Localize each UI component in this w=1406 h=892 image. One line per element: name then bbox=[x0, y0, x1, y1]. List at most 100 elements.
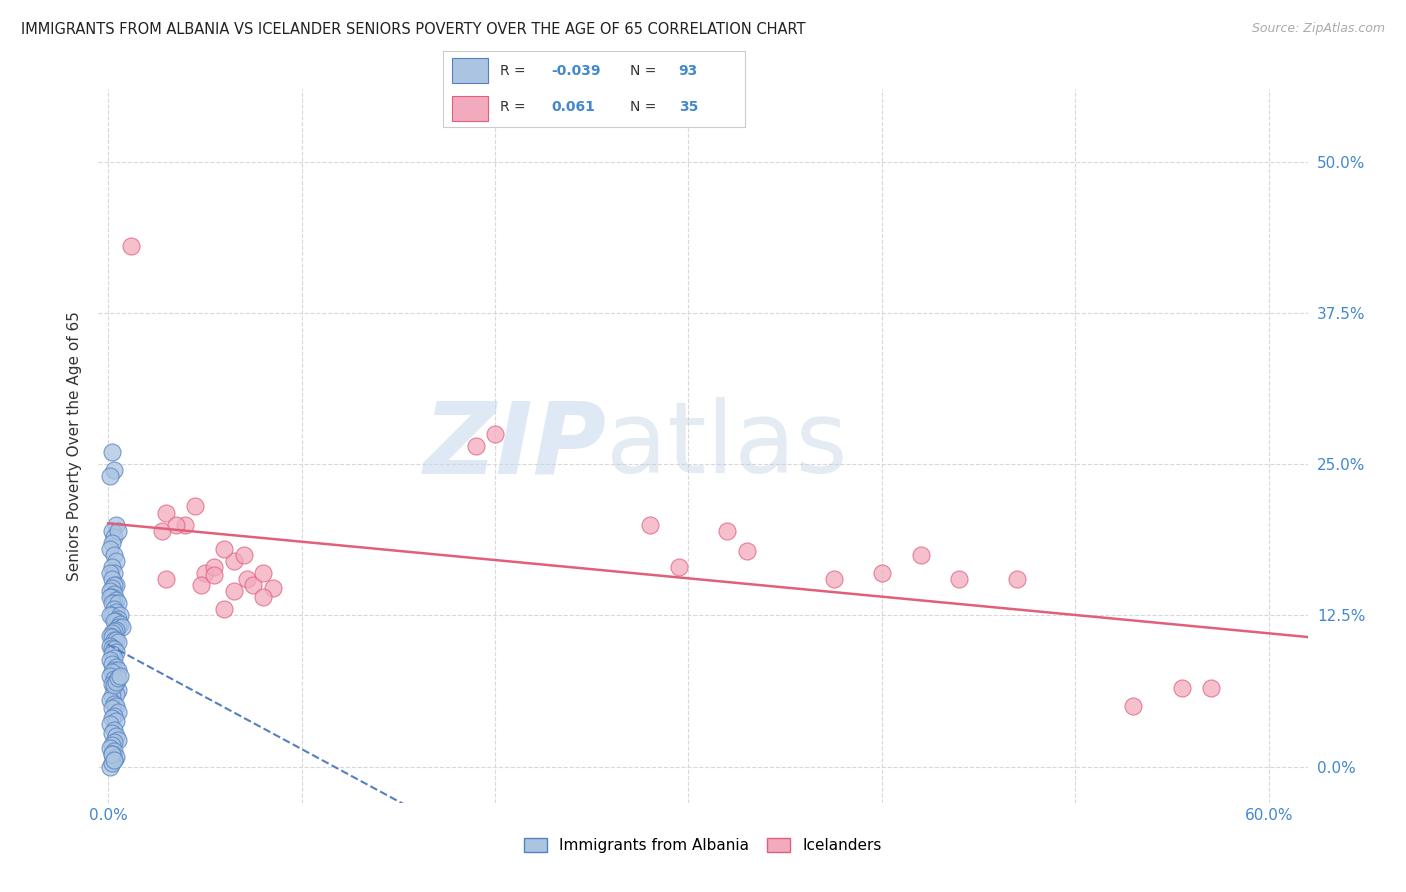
Point bbox=[716, 524, 738, 538]
Point bbox=[232, 548, 254, 562]
Point bbox=[101, 560, 124, 574]
Point bbox=[101, 535, 124, 549]
Point bbox=[155, 506, 177, 520]
Point bbox=[103, 596, 125, 610]
Point bbox=[236, 572, 259, 586]
Text: N =: N = bbox=[630, 100, 657, 114]
Point bbox=[107, 524, 129, 538]
Point bbox=[252, 566, 274, 580]
Point bbox=[107, 620, 129, 634]
Point bbox=[1199, 681, 1222, 695]
Point bbox=[262, 581, 284, 595]
Point bbox=[910, 548, 932, 562]
Point bbox=[107, 683, 129, 698]
Point bbox=[104, 687, 127, 701]
Text: 35: 35 bbox=[679, 100, 697, 114]
Point bbox=[103, 624, 125, 638]
Point bbox=[222, 584, 245, 599]
Point bbox=[103, 754, 125, 768]
Point bbox=[484, 426, 506, 441]
Point bbox=[104, 623, 127, 637]
Point bbox=[823, 572, 845, 586]
Point bbox=[101, 747, 124, 762]
Point bbox=[103, 681, 125, 695]
Point bbox=[948, 572, 970, 586]
Point bbox=[98, 584, 121, 599]
Point bbox=[98, 741, 121, 756]
Point bbox=[104, 674, 127, 689]
Point bbox=[1171, 681, 1194, 695]
Text: atlas: atlas bbox=[606, 398, 848, 494]
Point bbox=[98, 541, 121, 556]
Point bbox=[103, 615, 125, 629]
Point bbox=[98, 566, 121, 580]
Point bbox=[184, 500, 207, 514]
Point bbox=[104, 592, 127, 607]
Point bbox=[108, 608, 131, 623]
Point bbox=[107, 596, 129, 610]
Point bbox=[107, 705, 129, 719]
Point bbox=[101, 657, 124, 671]
Point bbox=[252, 590, 274, 604]
Point bbox=[101, 701, 124, 715]
Point bbox=[101, 524, 124, 538]
Point bbox=[1122, 699, 1144, 714]
Point bbox=[104, 615, 127, 629]
Point bbox=[98, 608, 121, 623]
Point bbox=[638, 517, 661, 532]
FancyBboxPatch shape bbox=[451, 96, 488, 120]
Point bbox=[104, 714, 127, 728]
Point bbox=[174, 517, 197, 532]
Legend: Immigrants from Albania, Icelanders: Immigrants from Albania, Icelanders bbox=[517, 832, 889, 859]
Text: R =: R = bbox=[501, 100, 526, 114]
Point bbox=[104, 605, 127, 619]
Text: R =: R = bbox=[501, 64, 526, 78]
Point bbox=[98, 629, 121, 643]
Point bbox=[103, 463, 125, 477]
Point bbox=[104, 554, 127, 568]
Point bbox=[101, 445, 124, 459]
Point bbox=[212, 602, 235, 616]
Point bbox=[98, 653, 121, 667]
Point bbox=[103, 744, 125, 758]
Point bbox=[464, 439, 486, 453]
Point bbox=[194, 566, 217, 580]
Point bbox=[108, 616, 131, 631]
Point bbox=[222, 554, 245, 568]
Point bbox=[111, 620, 134, 634]
Text: 93: 93 bbox=[679, 64, 697, 78]
Point bbox=[98, 469, 121, 483]
Point bbox=[104, 578, 127, 592]
Point bbox=[98, 639, 121, 653]
Point bbox=[108, 669, 131, 683]
Point bbox=[870, 566, 893, 580]
Y-axis label: Seniors Poverty Over the Age of 65: Seniors Poverty Over the Age of 65 bbox=[67, 311, 83, 581]
Point bbox=[101, 572, 124, 586]
Point bbox=[104, 645, 127, 659]
Point bbox=[103, 697, 125, 711]
Point bbox=[103, 602, 125, 616]
Point bbox=[98, 669, 121, 683]
Text: -0.039: -0.039 bbox=[551, 64, 602, 78]
Point bbox=[101, 626, 124, 640]
Point bbox=[103, 548, 125, 562]
Point bbox=[101, 590, 124, 604]
Point bbox=[103, 673, 125, 687]
Point bbox=[104, 749, 127, 764]
FancyBboxPatch shape bbox=[451, 59, 488, 83]
Point bbox=[104, 674, 127, 689]
Point bbox=[101, 747, 124, 762]
Point bbox=[735, 544, 758, 558]
Point bbox=[155, 572, 177, 586]
Point bbox=[103, 530, 125, 544]
Point bbox=[103, 650, 125, 665]
Point bbox=[103, 663, 125, 677]
Point bbox=[101, 690, 124, 704]
Point bbox=[101, 647, 124, 661]
Point bbox=[101, 608, 124, 623]
Point bbox=[668, 560, 690, 574]
Point bbox=[242, 578, 264, 592]
Point bbox=[103, 708, 125, 723]
Point bbox=[101, 677, 124, 691]
Point bbox=[101, 711, 124, 725]
